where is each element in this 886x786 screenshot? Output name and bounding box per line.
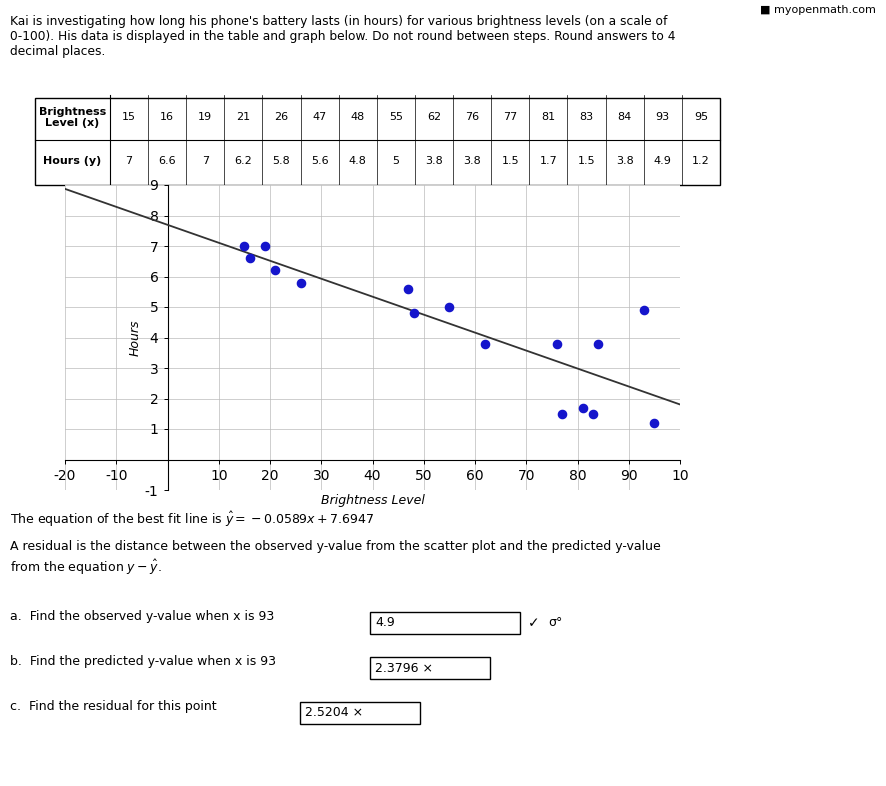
Text: 6.6: 6.6 xyxy=(159,156,176,166)
Text: c.  Find the residual for this point: c. Find the residual for this point xyxy=(10,700,216,713)
Text: 2.3796 ×: 2.3796 × xyxy=(375,662,433,674)
Text: 3.8: 3.8 xyxy=(616,156,633,166)
Text: 15: 15 xyxy=(122,112,136,123)
Text: Hours (y): Hours (y) xyxy=(43,156,102,166)
Point xyxy=(442,301,456,314)
Point xyxy=(586,407,600,420)
Text: 6.2: 6.2 xyxy=(235,156,253,166)
Text: Brightness
Level (x): Brightness Level (x) xyxy=(39,107,106,128)
Text: 1.5: 1.5 xyxy=(578,156,595,166)
Text: 3.8: 3.8 xyxy=(463,156,481,166)
Point xyxy=(237,240,252,252)
Text: 1.2: 1.2 xyxy=(692,156,710,166)
Point xyxy=(258,240,272,252)
Text: 16: 16 xyxy=(160,112,175,123)
Point xyxy=(293,277,307,289)
Text: The equation of the best fit line is $\hat{y} = -0.0589x + 7.6947$: The equation of the best fit line is $\h… xyxy=(10,510,374,529)
Text: σ°: σ° xyxy=(548,616,563,630)
Text: 5.6: 5.6 xyxy=(311,156,329,166)
Point xyxy=(407,307,421,319)
Point xyxy=(637,303,651,316)
Point xyxy=(268,264,283,277)
Text: 4.9: 4.9 xyxy=(375,616,395,630)
Point xyxy=(243,252,257,264)
Text: A residual is the distance between the observed y-value from the scatter plot an: A residual is the distance between the o… xyxy=(10,540,661,553)
Bar xyxy=(370,612,520,634)
Point xyxy=(550,337,564,350)
Text: 19: 19 xyxy=(198,112,213,123)
Text: ■ myopenmath.com: ■ myopenmath.com xyxy=(760,5,876,15)
X-axis label: Brightness Level: Brightness Level xyxy=(321,494,424,507)
Text: 7: 7 xyxy=(202,156,209,166)
Point xyxy=(478,337,493,350)
Text: Kai is investigating how long his phone's battery lasts (in hours) for various b: Kai is investigating how long his phone'… xyxy=(10,15,675,58)
Text: ✓: ✓ xyxy=(528,616,540,630)
Text: 81: 81 xyxy=(541,112,556,123)
Text: 4.9: 4.9 xyxy=(654,156,672,166)
Point xyxy=(555,407,569,420)
Text: 62: 62 xyxy=(427,112,441,123)
Point xyxy=(401,282,416,295)
Bar xyxy=(370,657,490,679)
Y-axis label: Hours: Hours xyxy=(129,319,142,356)
Bar xyxy=(300,702,420,724)
Point xyxy=(591,337,605,350)
Text: 83: 83 xyxy=(579,112,594,123)
Text: 26: 26 xyxy=(275,112,289,123)
Text: 1.7: 1.7 xyxy=(540,156,557,166)
Text: 5.8: 5.8 xyxy=(273,156,291,166)
Text: 2.5204 ×: 2.5204 × xyxy=(305,707,363,719)
Text: 7: 7 xyxy=(126,156,133,166)
Text: 4.8: 4.8 xyxy=(349,156,367,166)
Text: 3.8: 3.8 xyxy=(425,156,443,166)
Text: 55: 55 xyxy=(389,112,403,123)
Text: b.  Find the predicted y-value when x is 93: b. Find the predicted y-value when x is … xyxy=(10,655,276,668)
Text: 21: 21 xyxy=(237,112,251,123)
Text: 5: 5 xyxy=(392,156,400,166)
Text: a.  Find the observed y-value when x is 93: a. Find the observed y-value when x is 9… xyxy=(10,610,275,623)
Text: 1.5: 1.5 xyxy=(501,156,519,166)
Text: from the equation $y - \hat{y}$.: from the equation $y - \hat{y}$. xyxy=(10,558,162,577)
Point xyxy=(648,417,662,429)
Text: 95: 95 xyxy=(694,112,708,123)
Text: 93: 93 xyxy=(656,112,670,123)
Text: 84: 84 xyxy=(618,112,632,123)
Text: 47: 47 xyxy=(313,112,327,123)
Point xyxy=(576,402,590,414)
Text: 48: 48 xyxy=(351,112,365,123)
Bar xyxy=(35,98,720,185)
Text: 76: 76 xyxy=(465,112,479,123)
Text: 77: 77 xyxy=(503,112,517,123)
